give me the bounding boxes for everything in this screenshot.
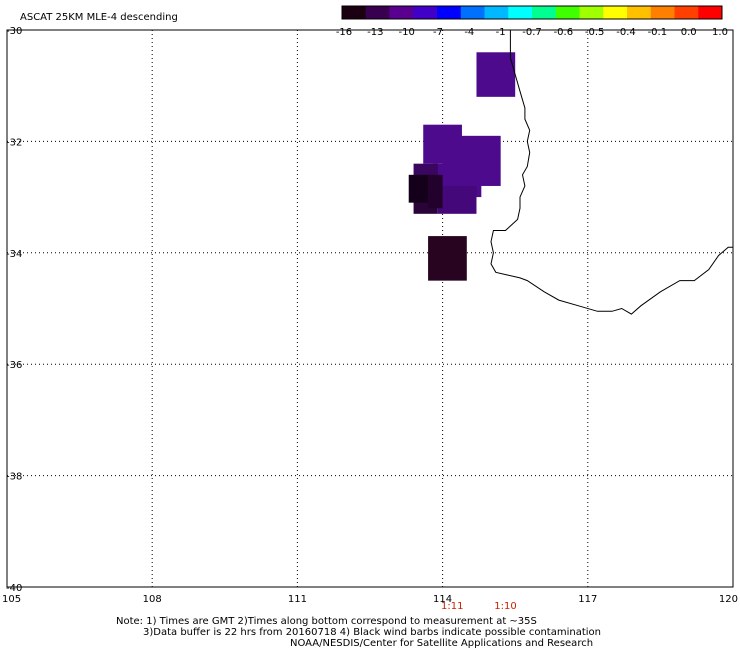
map-title: ASCAT 25KM MLE-4 descending <box>20 12 178 23</box>
note-line-2: 3)Data buffer is 22 hrs from 20160718 4)… <box>143 627 601 638</box>
latitude-labels: -30 -32 -34 -36 -38 -40 <box>6 26 22 594</box>
wind-cell <box>408 174 429 203</box>
lat-tick-label: -34 <box>6 249 22 260</box>
colorbar-swatch <box>579 6 604 19</box>
longitude-labels: 105 108 111 114 117 120 <box>2 594 738 605</box>
colorbar-label: -4 <box>464 27 474 38</box>
lon-tick-label: 111 <box>288 594 307 605</box>
lat-tick-label: -32 <box>6 137 22 148</box>
colorbar-frame <box>341 5 723 20</box>
lat-tick-label: -36 <box>6 360 22 371</box>
colorbar-label: -0.6 <box>554 27 574 38</box>
colorbar-swatch <box>342 6 367 19</box>
colorbar-swatch <box>674 6 699 19</box>
lon-tick-label: 120 <box>719 594 738 605</box>
colorbar-swatch <box>413 6 438 19</box>
colorbar-swatch <box>532 6 557 19</box>
note-line-3: NOAA/NESDIS/Center for Satellite Applica… <box>290 638 594 649</box>
coastline <box>490 30 733 315</box>
pass-time-label: 1:10 <box>494 601 516 612</box>
lon-tick-label: 117 <box>578 594 597 605</box>
colorbar-swatch <box>650 6 675 19</box>
colorbar-label: -16 <box>336 27 352 38</box>
colorbar-swatch <box>460 6 485 19</box>
colorbar-swatch <box>389 6 414 19</box>
colorbar-label: -0.7 <box>522 27 542 38</box>
colorbar-label: -0.4 <box>616 27 636 38</box>
colorbar-label: -10 <box>398 27 414 38</box>
colorbar-labels: -16 -13 -10 -7 -4 -1 -0.7 -0.6 -0.5 -0.4 -0.1 0.0 1.… <box>336 27 728 38</box>
colorbar: -16 -13 -10 -7 -4 -1 -0.7 -0.6 -0.5 -0.4 -0.1 0.0 1.… <box>336 5 728 38</box>
lat-tick-label: -38 <box>6 472 22 483</box>
wind-cell <box>428 236 467 281</box>
colorbar-swatch <box>698 6 723 19</box>
colorbar-label: -7 <box>433 27 443 38</box>
colorbar-swatch <box>365 6 390 19</box>
colorbar-swatch <box>627 6 652 19</box>
colorbar-label: -0.1 <box>648 27 668 38</box>
colorbar-swatch <box>508 6 533 19</box>
lat-tick-label: -40 <box>6 583 22 594</box>
colorbar-swatch <box>555 6 580 19</box>
graticule <box>7 30 733 587</box>
map-frame <box>6 29 734 588</box>
lon-tick-label: 108 <box>143 594 162 605</box>
colorbar-label: 0.0 <box>681 27 697 38</box>
wind-cells <box>408 52 516 281</box>
wind-cell <box>437 185 477 214</box>
colorbar-swatch <box>603 6 628 19</box>
note-line-1: Note: 1) Times are GMT 2)Times along bot… <box>116 616 537 627</box>
colorbar-swatch <box>437 6 462 19</box>
lat-tick-label: -30 <box>6 26 22 37</box>
lon-tick-label: 105 <box>2 594 21 605</box>
colorbar-swatch <box>484 6 509 19</box>
colorbar-label: -13 <box>367 27 383 38</box>
colorbar-swatches <box>342 6 723 19</box>
wind-cell <box>476 52 516 97</box>
wind-cell <box>428 174 443 209</box>
lon-tick-label: 114 <box>433 594 452 605</box>
pass-time-labels: 1:11 1:10 <box>441 601 517 612</box>
pass-time-label: 1:11 <box>441 601 463 612</box>
colorbar-label: 1.0 <box>712 27 728 38</box>
colorbar-label: -1 <box>496 27 506 38</box>
colorbar-label: -0.5 <box>585 27 605 38</box>
